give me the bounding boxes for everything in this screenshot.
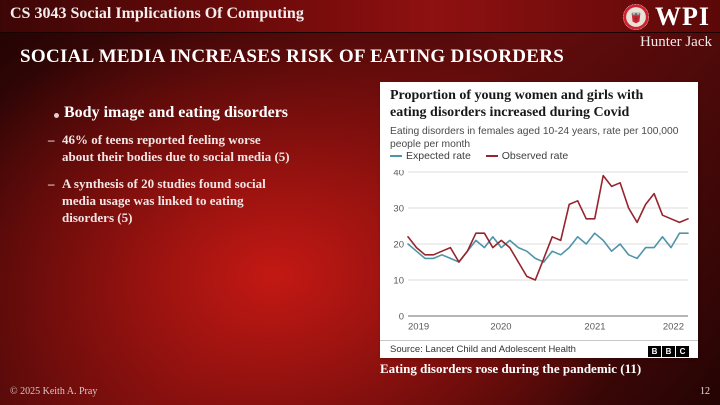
svg-text:20: 20	[393, 240, 404, 251]
svg-text:40: 40	[393, 170, 404, 179]
svg-text:2022: 2022	[663, 322, 684, 333]
svg-text:30: 30	[393, 204, 404, 215]
svg-text:2021: 2021	[584, 322, 605, 333]
svg-text:2020: 2020	[490, 322, 511, 333]
svg-text:10: 10	[393, 276, 404, 287]
svg-text:2019: 2019	[408, 322, 429, 333]
svg-text:0: 0	[399, 312, 404, 323]
